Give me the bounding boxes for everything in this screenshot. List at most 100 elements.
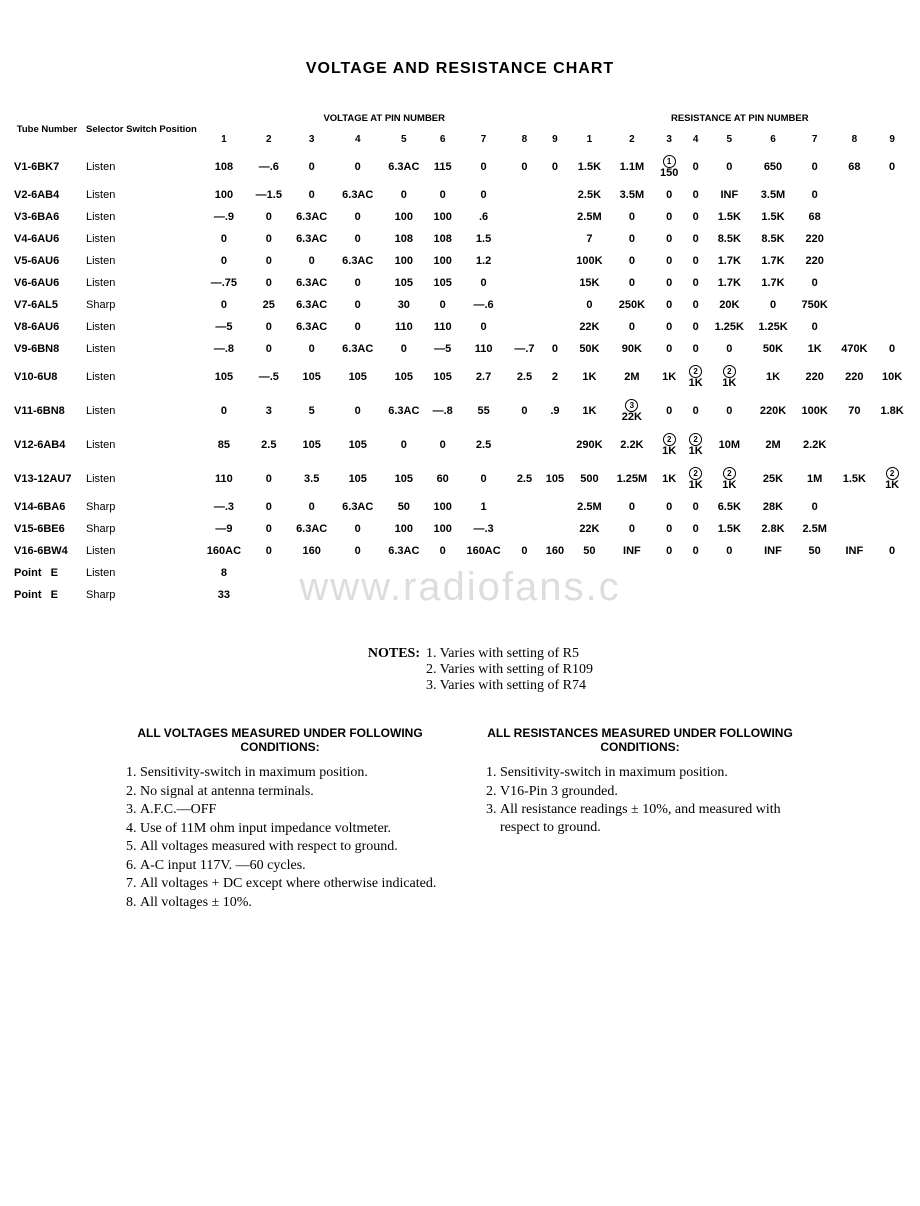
voltage-cell: 0 (459, 272, 509, 294)
voltage-cell: 6.3AC (289, 316, 335, 338)
selector-position: Listen (84, 428, 199, 462)
note-item: 2. Varies with setting of R109 (426, 662, 593, 678)
resistance-cell: 21K (874, 462, 910, 496)
voltage-cell: 110 (427, 316, 459, 338)
voltage-cell: 110 (459, 338, 509, 360)
voltage-cell: 33 (199, 584, 249, 606)
voltage-cell: 0 (289, 338, 335, 360)
voltage-cell: 0 (335, 316, 381, 338)
resistance-cell (874, 316, 910, 338)
voltage-cell: 0 (427, 428, 459, 462)
voltage-cell (540, 518, 569, 540)
voltage-cell: 0 (199, 394, 249, 428)
voltage-cell (540, 316, 569, 338)
resistance-cell: 15K (570, 272, 610, 294)
pin-header: 7 (795, 129, 835, 150)
resistance-cell (874, 428, 910, 462)
pin-header: 4 (684, 129, 708, 150)
selector-position: Listen (84, 272, 199, 294)
voltage-cell: 85 (199, 428, 249, 462)
resistance-cell: 1M (795, 462, 835, 496)
resistance-cell: 7 (570, 228, 610, 250)
table-row: V2-6AB4Listen100—1.506.3AC0002.5K3.5M00I… (10, 184, 910, 206)
voltage-cell: 0 (459, 316, 509, 338)
voltage-cell: 0 (289, 250, 335, 272)
table-row: V7-6AL5Sharp0256.3AC0300—.60250K0020K075… (10, 294, 910, 316)
selector-position: Sharp (84, 294, 199, 316)
tube-number: V6-6AU6 (10, 272, 84, 294)
voltage-cell: 0 (335, 394, 381, 428)
voltage-cell: 108 (427, 228, 459, 250)
tube-number: Point E (10, 584, 84, 606)
table-row: V4-6AU6Listen006.3AC01081081.570008.5K8.… (10, 228, 910, 250)
resistance-cell: 1.7K (707, 272, 751, 294)
voltage-cell: 0 (335, 540, 381, 562)
condition-item: Sensitivity-switch in maximum position. (140, 764, 440, 782)
voltage-cell: 105 (381, 462, 427, 496)
voltage-cell: —.9 (199, 206, 249, 228)
voltage-cell: 105 (335, 462, 381, 496)
voltage-cell: 0 (199, 250, 249, 272)
resistance-cell (874, 496, 910, 518)
condition-item: All voltages + DC except where otherwise… (140, 875, 440, 893)
resistance-cell: 0 (684, 150, 708, 184)
resistance-cell: 0 (684, 338, 708, 360)
table-row: V8-6AU6Listen—506.3AC0110110022K0001.25K… (10, 316, 910, 338)
pin-header: 2 (609, 129, 654, 150)
voltage-cell: 0 (249, 338, 289, 360)
resistance-cell: 68 (795, 206, 835, 228)
resistance-cell: 0 (874, 338, 910, 360)
pin-header: 9 (540, 129, 569, 150)
voltage-cell (509, 272, 541, 294)
resistance-cell: 2.5M (570, 206, 610, 228)
voltage-cell (540, 228, 569, 250)
resistance-cell: 21K (707, 462, 751, 496)
voltage-cell (509, 250, 541, 272)
table-row: V9-6BN8Listen—.8006.3AC0—5110—.7050K90K0… (10, 338, 910, 360)
resistance-cell: INF (835, 540, 875, 562)
voltage-cell: —.8 (427, 394, 459, 428)
table-row: V13-12AU7Listen11003.51051056002.5105500… (10, 462, 910, 496)
voltage-cell (509, 518, 541, 540)
voltage-cell: 100 (381, 206, 427, 228)
resistance-cell: 0 (874, 540, 910, 562)
voltage-cell: 100 (381, 518, 427, 540)
resistance-cell: 8.5K (707, 228, 751, 250)
voltage-cell: 6.3AC (289, 228, 335, 250)
condition-item: A-C input 117V. —60 cycles. (140, 857, 440, 875)
voltage-cell: 100 (427, 496, 459, 518)
resistance-cell: 0 (655, 496, 684, 518)
resistance-cell: 90K (609, 338, 654, 360)
resistance-cell: 0 (655, 206, 684, 228)
voltage-cell: 100 (427, 206, 459, 228)
resistance-cell: 0 (609, 206, 654, 228)
voltage-cell: 2.5 (509, 462, 541, 496)
voltage-cell: 6.3AC (381, 540, 427, 562)
voltage-cell (540, 272, 569, 294)
resistance-cell: 0 (655, 394, 684, 428)
resistance-cell: 500 (570, 462, 610, 496)
voltage-cell: 105 (427, 360, 459, 394)
voltage-cell: 0 (509, 540, 541, 562)
resistance-cell: 22K (570, 316, 610, 338)
voltage-cell: 0 (335, 294, 381, 316)
voltage-cell: 8 (199, 562, 249, 584)
voltage-cell: —.6 (249, 150, 289, 184)
condition-item: Sensitivity-switch in maximum position. (500, 764, 800, 782)
table-row: Point ESharp33 (10, 584, 910, 606)
resistance-cell: 1.25M (609, 462, 654, 496)
voltage-cell: 2.5 (459, 428, 509, 462)
selector-position: Listen (84, 250, 199, 272)
resistance-cell: 220 (795, 360, 835, 394)
voltage-cell (540, 294, 569, 316)
col-group-resistance: RESISTANCE AT PIN NUMBER (570, 108, 910, 129)
selector-position: Listen (84, 338, 199, 360)
voltage-cell: 160AC (199, 540, 249, 562)
resistance-cell (835, 294, 875, 316)
resistance-cell: 650 (751, 150, 795, 184)
table-row: V1-6BK7Listen108—.6006.3AC1150001.5K1.1M… (10, 150, 910, 184)
resistance-cell: 3.5M (751, 184, 795, 206)
voltage-cell: —5 (427, 338, 459, 360)
voltage-cell: 30 (381, 294, 427, 316)
resistance-cell: 1K (570, 360, 610, 394)
